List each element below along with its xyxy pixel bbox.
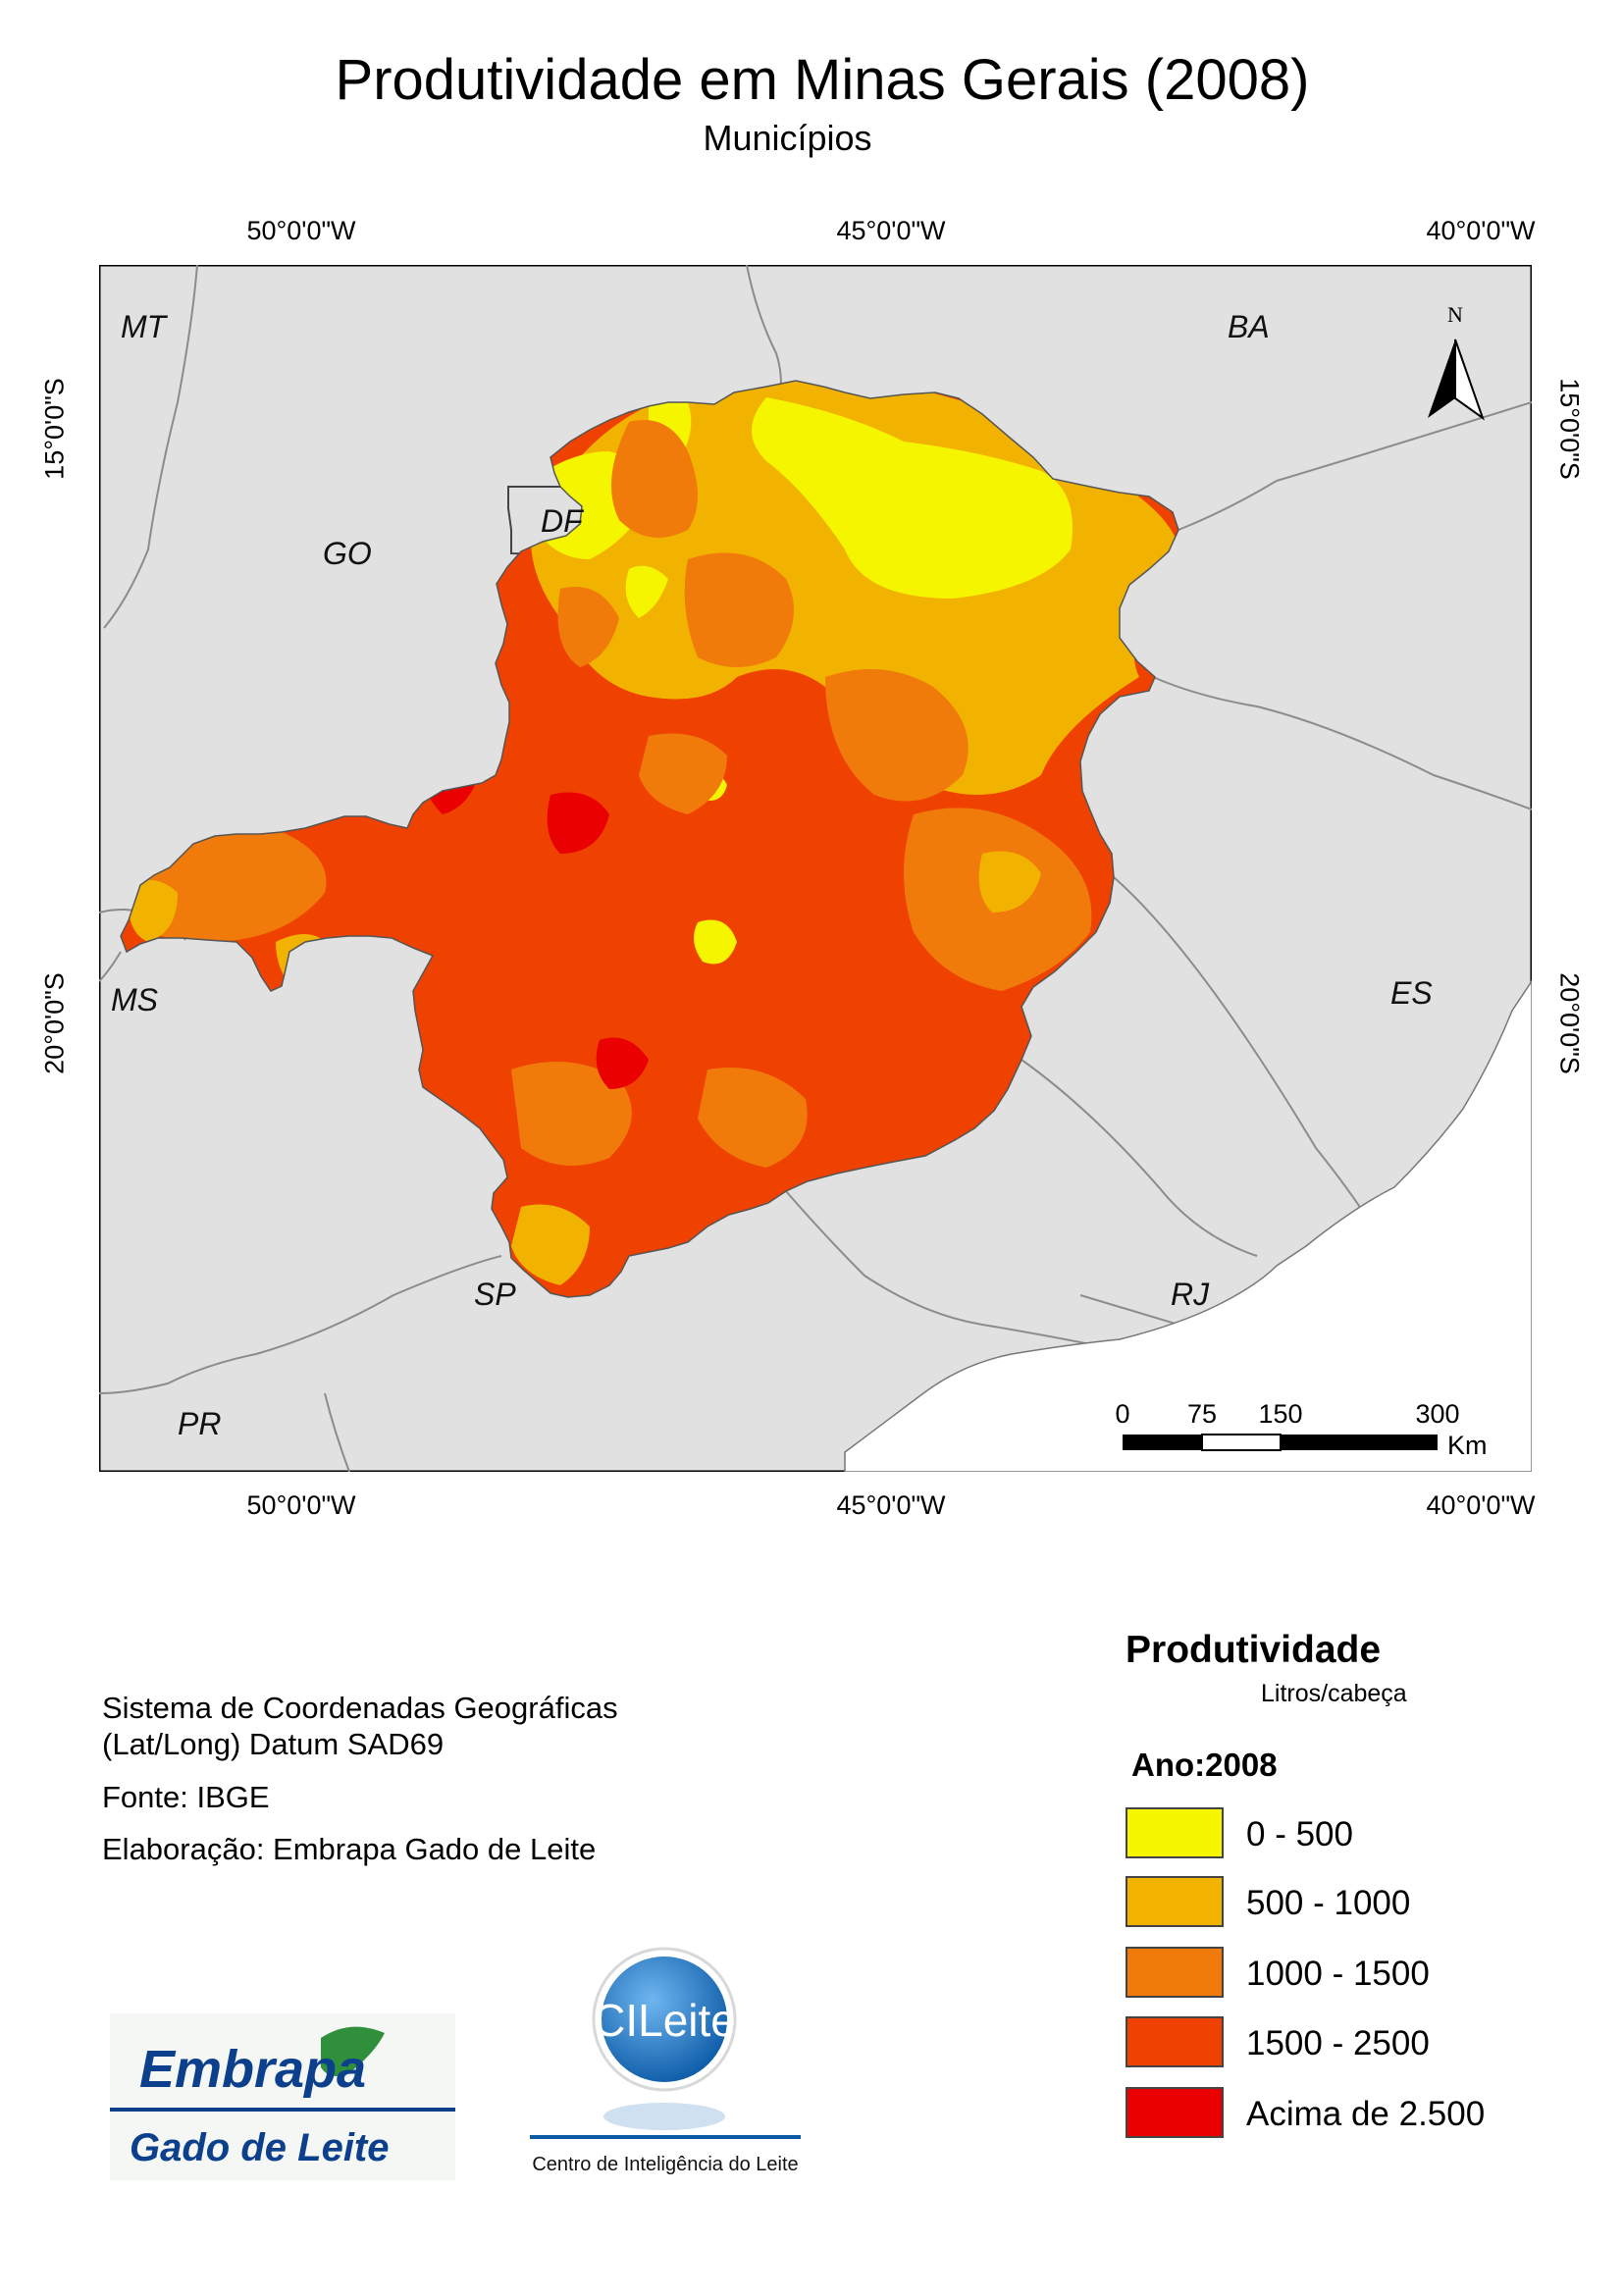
lat-label-left-15s: 15°0'0"S: [39, 378, 70, 480]
choropleth-south-1000-1500-a: [511, 1062, 632, 1166]
info-crs-line2: (Lat/Long) Datum SAD69: [102, 1727, 445, 1761]
choropleth-south-above-2500: [596, 1037, 649, 1089]
state-label-sp: SP: [474, 1277, 516, 1312]
legend-swatch: [1126, 1947, 1224, 1998]
legend-unit: Litros/cabeça: [1261, 1680, 1407, 1707]
choropleth-south-1000-1500-b: [698, 1068, 808, 1168]
map-subtitle: Municípios: [703, 118, 872, 158]
state-label-ba: BA: [1228, 309, 1270, 344]
legend-label: 1500 - 2500: [1246, 2024, 1430, 2062]
legend-title: Produtividade: [1126, 1629, 1382, 1671]
lat-label-right-20s: 20°0'0"S: [1554, 972, 1585, 1074]
legend-swatch: [1126, 2087, 1224, 2138]
lat-label-left-20s: 20°0'0"S: [39, 972, 70, 1074]
cileite-logo: CILeite Centro de Inteligência do Leite: [530, 1947, 801, 2175]
lon-label-top-40w: 40°0'0"W: [1426, 216, 1536, 245]
map-title: Produtividade em Minas Gerais (2008): [335, 48, 1310, 112]
state-label-pr: PR: [178, 1406, 221, 1441]
state-label-mt: MT: [121, 309, 169, 344]
north-arrow: N: [1428, 302, 1485, 421]
lat-label-right-15s: 15°0'0"S: [1554, 378, 1585, 480]
lon-label-top-45w: 45°0'0"W: [836, 216, 946, 245]
choropleth-north-1000-1500-b: [684, 552, 794, 667]
legend-swatch: [1126, 1807, 1224, 1858]
state-label-df: DF: [541, 503, 585, 539]
north-arrow-right-half: [1454, 339, 1485, 421]
scale-tick-0: 0: [1115, 1399, 1129, 1429]
embrapa-logo-background: [110, 2013, 455, 2180]
scale-bar: 0 75 150 300 Km: [1115, 1399, 1487, 1460]
scale-tick-300: 300: [1415, 1399, 1459, 1429]
choropleth-south-500-1000: [511, 1204, 590, 1285]
embrapa-logo-text: Embrapa: [139, 2040, 366, 2099]
state-label-es: ES: [1390, 975, 1433, 1011]
embrapa-logo: Embrapa Gado de Leite: [110, 2013, 455, 2180]
scale-segment-2: [1201, 1434, 1282, 1451]
lon-label-top-50w: 50°0'0"W: [246, 216, 356, 245]
choropleth-center-1000-1500: [639, 733, 727, 814]
cileite-caption: Centro de Inteligência do Leite: [532, 2154, 798, 2175]
choropleth-center-above-2500: [547, 792, 609, 854]
info-crs-line1: Sistema de Coordenadas Geográficas: [102, 1691, 618, 1725]
lon-label-bottom-45w: 45°0'0"W: [836, 1490, 946, 1520]
legend-label: 0 - 500: [1246, 1815, 1353, 1853]
legend-year: Ano:2008: [1131, 1747, 1278, 1783]
north-label: N: [1447, 302, 1463, 327]
embrapa-logo-subtext: Gado de Leite: [130, 2126, 390, 2169]
info-author: Elaboração: Embrapa Gado de Leite: [102, 1832, 597, 1866]
choropleth-north-1000-1500-c: [557, 587, 619, 667]
info-source: Fonte: IBGE: [102, 1780, 270, 1814]
scale-segment-1: [1123, 1435, 1202, 1450]
cileite-globe-icon: [602, 1957, 727, 2082]
lon-label-bottom-50w: 50°0'0"W: [246, 1490, 356, 1520]
ocean: [844, 979, 1532, 1472]
legend-label: Acima de 2.500: [1246, 2095, 1486, 2133]
state-label-rj: RJ: [1171, 1277, 1210, 1312]
scale-segment-3: [1281, 1435, 1438, 1450]
legend-swatch: [1126, 2016, 1224, 2067]
scale-tick-150: 150: [1258, 1399, 1302, 1429]
legend-label: 500 - 1000: [1246, 1884, 1411, 1922]
state-label-go: GO: [323, 536, 372, 571]
north-arrow-left-half: [1428, 339, 1455, 418]
cileite-logo-text: CILeite: [593, 1995, 736, 2046]
legend-label: 1000 - 1500: [1246, 1955, 1430, 1993]
choropleth-east-1000-1500-a: [825, 669, 969, 802]
lon-label-bottom-40w: 40°0'0"W: [1426, 1490, 1536, 1520]
embrapa-leaf-icon: [321, 2026, 385, 2076]
choropleth-west-500-1000-a: [128, 879, 178, 942]
scale-tick-75: 75: [1187, 1399, 1217, 1429]
choropleth-bh-0-500: [694, 919, 737, 965]
cileite-shadow: [603, 2103, 725, 2130]
choropleth-northeast-0-500: [752, 397, 1073, 599]
choropleth-north-1000-1500-a: [611, 420, 698, 538]
map-frame: MT BA DF GO MS ES SP RJ PR N 0 75 150 30…: [99, 265, 1532, 1472]
choropleth-north-patch-0-500: [625, 565, 668, 618]
state-label-ms: MS: [111, 982, 158, 1018]
legend-swatch: [1126, 1876, 1224, 1927]
choropleth-east-500-1000: [978, 851, 1041, 913]
scale-unit: Km: [1447, 1431, 1488, 1460]
